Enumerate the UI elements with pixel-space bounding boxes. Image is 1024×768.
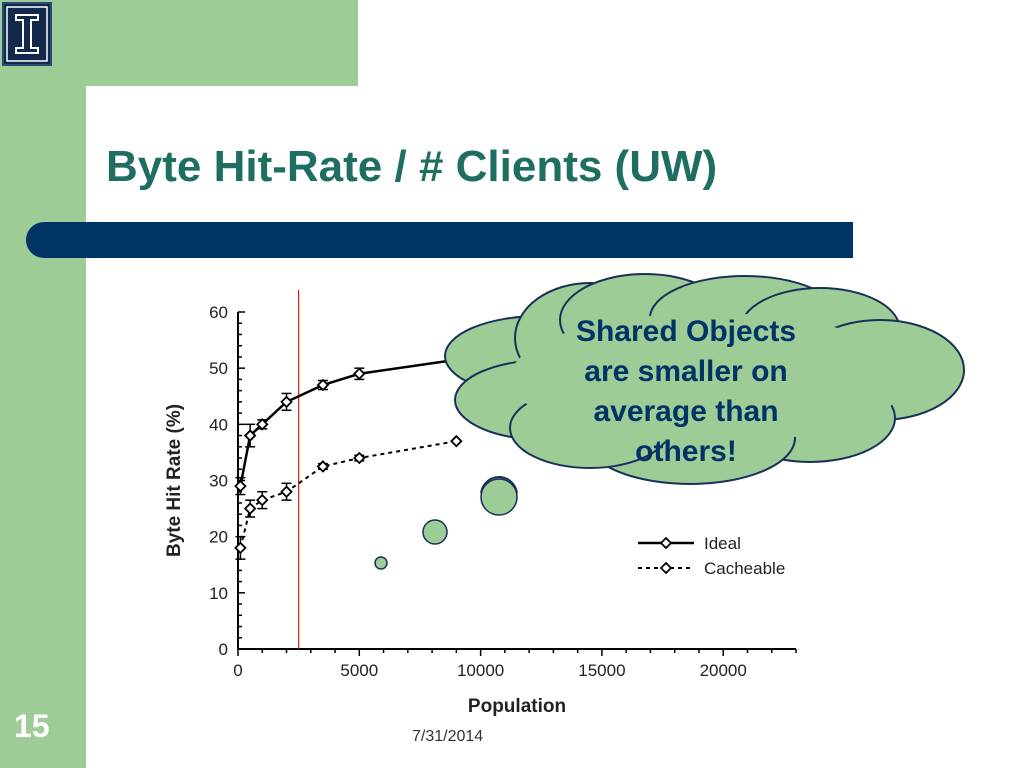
- callout-tail-bubble-small: [374, 556, 388, 570]
- block-i-logo-icon: [2, 2, 52, 66]
- legend-marker-ideal: [659, 536, 673, 550]
- slide-title: Byte Hit-Rate / # Clients (UW): [106, 142, 718, 191]
- data-point-ideal: [255, 418, 269, 431]
- data-point-ideal: [316, 378, 330, 392]
- x-tick-label: 5000: [340, 661, 378, 680]
- x-tick-label: 10000: [457, 661, 504, 680]
- y-tick-label: 10: [209, 584, 228, 603]
- x-tick-label: 0: [233, 661, 242, 680]
- y-tick-label: 0: [219, 640, 228, 659]
- data-point-ideal: [280, 395, 293, 409]
- y-tick-label: 30: [209, 472, 228, 491]
- x-tick-label: 15000: [578, 661, 625, 680]
- data-point-ideal: [234, 479, 247, 493]
- data-point-cacheable: [255, 493, 269, 507]
- side-accent: [0, 0, 86, 768]
- y-tick-label: 20: [209, 528, 228, 547]
- callout-cloud: [444, 273, 965, 493]
- callout-tail-bubble-large: [480, 478, 518, 516]
- callout-tail-bubble-medium: [422, 519, 448, 545]
- callout-line: Shared Objects: [575, 315, 797, 348]
- y-tick-label: 60: [209, 303, 228, 322]
- callout-text: Shared Objects are smaller on average th…: [530, 312, 842, 472]
- y-tick-label: 40: [209, 415, 228, 434]
- callout-line: others!: [635, 435, 737, 468]
- data-point-cacheable: [243, 502, 257, 515]
- callout-tail-bubbles: [374, 478, 518, 570]
- data-point-ideal: [353, 367, 366, 381]
- title-underline-bar: [26, 222, 853, 258]
- data-point-cacheable: [353, 451, 366, 465]
- x-tick-label: 20000: [700, 661, 747, 680]
- slide-number: 15: [14, 708, 50, 744]
- slide-date: 7/31/2014: [412, 728, 484, 745]
- series-line-ideal: [239, 358, 457, 487]
- y-tick-label: 50: [209, 359, 228, 378]
- y-axis-label: Byte Hit Rate (%): [164, 404, 185, 557]
- data-point-ideal: [243, 429, 257, 442]
- x-axis-label: Population: [468, 696, 566, 717]
- data-point-cacheable: [316, 460, 330, 473]
- data-point-cacheable: [234, 541, 247, 555]
- data-point-cacheable: [450, 434, 463, 448]
- data-point-cacheable: [280, 485, 293, 499]
- legend-label-cacheable: Cacheable: [704, 559, 785, 578]
- callout-line: average than: [593, 395, 779, 428]
- callout-line: are smaller on: [584, 355, 788, 388]
- legend-marker-cacheable: [659, 561, 673, 575]
- legend-label-ideal: Ideal: [704, 534, 741, 553]
